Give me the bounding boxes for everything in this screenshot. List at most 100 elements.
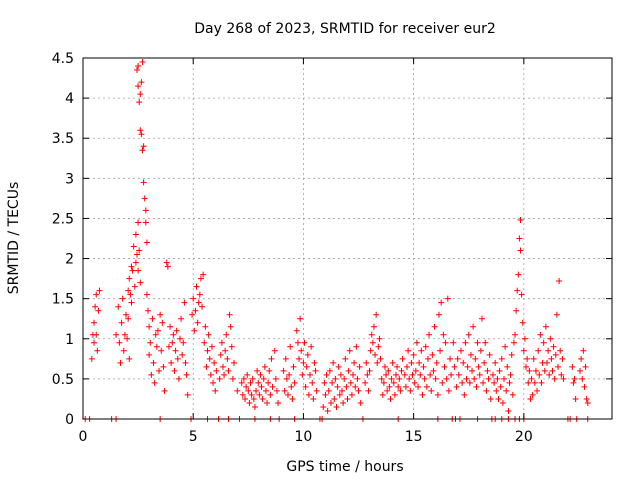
- data-point: [139, 59, 146, 66]
- data-point: [239, 391, 246, 398]
- data-point: [480, 379, 487, 386]
- data-point: [537, 331, 544, 338]
- data-point: [93, 331, 100, 338]
- data-point: [251, 403, 258, 410]
- data-point: [148, 371, 155, 378]
- data-point: [225, 367, 232, 374]
- data-point: [206, 355, 213, 362]
- data-point: [365, 387, 372, 394]
- data-point: [224, 355, 231, 362]
- data-point: [119, 295, 126, 302]
- data-point: [244, 371, 251, 378]
- data-point: [525, 379, 532, 386]
- data-point: [159, 319, 166, 326]
- data-point: [460, 359, 467, 366]
- data-point: [290, 363, 297, 370]
- data-point: [147, 339, 154, 346]
- data-point: [439, 379, 446, 386]
- data-point: [128, 299, 135, 306]
- data-point: [558, 371, 565, 378]
- data-point: [375, 343, 382, 350]
- data-point: [207, 371, 214, 378]
- data-point: [471, 375, 478, 382]
- data-point: [324, 407, 331, 414]
- data-point: [130, 243, 137, 250]
- data-point: [445, 387, 452, 394]
- data-point: [326, 367, 333, 374]
- data-point: [352, 383, 359, 390]
- data-point: [443, 375, 450, 382]
- data-point: [442, 339, 449, 346]
- data-point: [208, 343, 215, 350]
- data-point: [413, 339, 420, 346]
- data-point: [337, 371, 344, 378]
- data-point: [246, 399, 253, 406]
- data-point: [528, 375, 535, 382]
- data-point: [346, 347, 353, 354]
- data-point: [272, 375, 279, 382]
- data-point: [88, 355, 95, 362]
- data-point: [470, 323, 477, 330]
- data-point: [340, 399, 347, 406]
- data-point: [307, 371, 314, 378]
- data-point: [381, 363, 388, 370]
- data-point: [196, 291, 203, 298]
- data-point: [138, 131, 145, 138]
- data-point: [238, 379, 245, 386]
- data-point: [409, 371, 416, 378]
- data-point: [552, 351, 559, 358]
- data-point: [134, 67, 141, 74]
- data-point: [257, 371, 264, 378]
- data-point: [204, 347, 211, 354]
- data-point: [423, 383, 430, 390]
- data-point: [399, 355, 406, 362]
- data-point: [379, 391, 386, 398]
- data-point: [158, 347, 165, 354]
- data-point: [243, 383, 250, 390]
- data-point: [136, 247, 143, 254]
- data-point: [356, 363, 363, 370]
- data-point: [137, 127, 144, 134]
- data-point: [395, 383, 402, 390]
- data-point: [347, 379, 354, 386]
- data-point: [431, 323, 438, 330]
- y-tick-label: 3: [65, 171, 74, 187]
- data-point: [271, 347, 278, 354]
- data-point: [571, 375, 578, 382]
- data-point: [248, 391, 255, 398]
- data-point: [386, 383, 393, 390]
- data-point: [532, 367, 539, 374]
- data-point: [222, 347, 229, 354]
- data-point: [129, 267, 136, 274]
- data-point: [580, 347, 587, 354]
- data-point: [570, 379, 577, 386]
- data-point: [303, 363, 310, 370]
- data-point: [195, 299, 202, 306]
- data-point: [451, 363, 458, 370]
- x-tick-labels: 0 5 10 15 20: [79, 429, 533, 445]
- data-point: [418, 347, 425, 354]
- data-point: [190, 295, 197, 302]
- data-point: [293, 327, 300, 334]
- data-point: [517, 247, 524, 254]
- y-tick-label: 1.5: [52, 292, 74, 308]
- data-point: [175, 375, 182, 382]
- data-point: [368, 331, 375, 338]
- data-point: [407, 387, 414, 394]
- data-point: [505, 407, 512, 414]
- x-tick-label: 20: [515, 429, 533, 445]
- data-point: [282, 355, 289, 362]
- data-point: [364, 371, 371, 378]
- data-point: [313, 387, 320, 394]
- data-point: [405, 347, 412, 354]
- data-point: [121, 331, 128, 338]
- data-point: [412, 367, 419, 374]
- data-point: [506, 379, 513, 386]
- data-point: [281, 387, 288, 394]
- data-point: [151, 379, 158, 386]
- data-point: [117, 359, 124, 366]
- data-point: [485, 375, 492, 382]
- data-point: [171, 367, 178, 374]
- y-tick-label: 0: [65, 412, 74, 428]
- data-point: [527, 395, 534, 402]
